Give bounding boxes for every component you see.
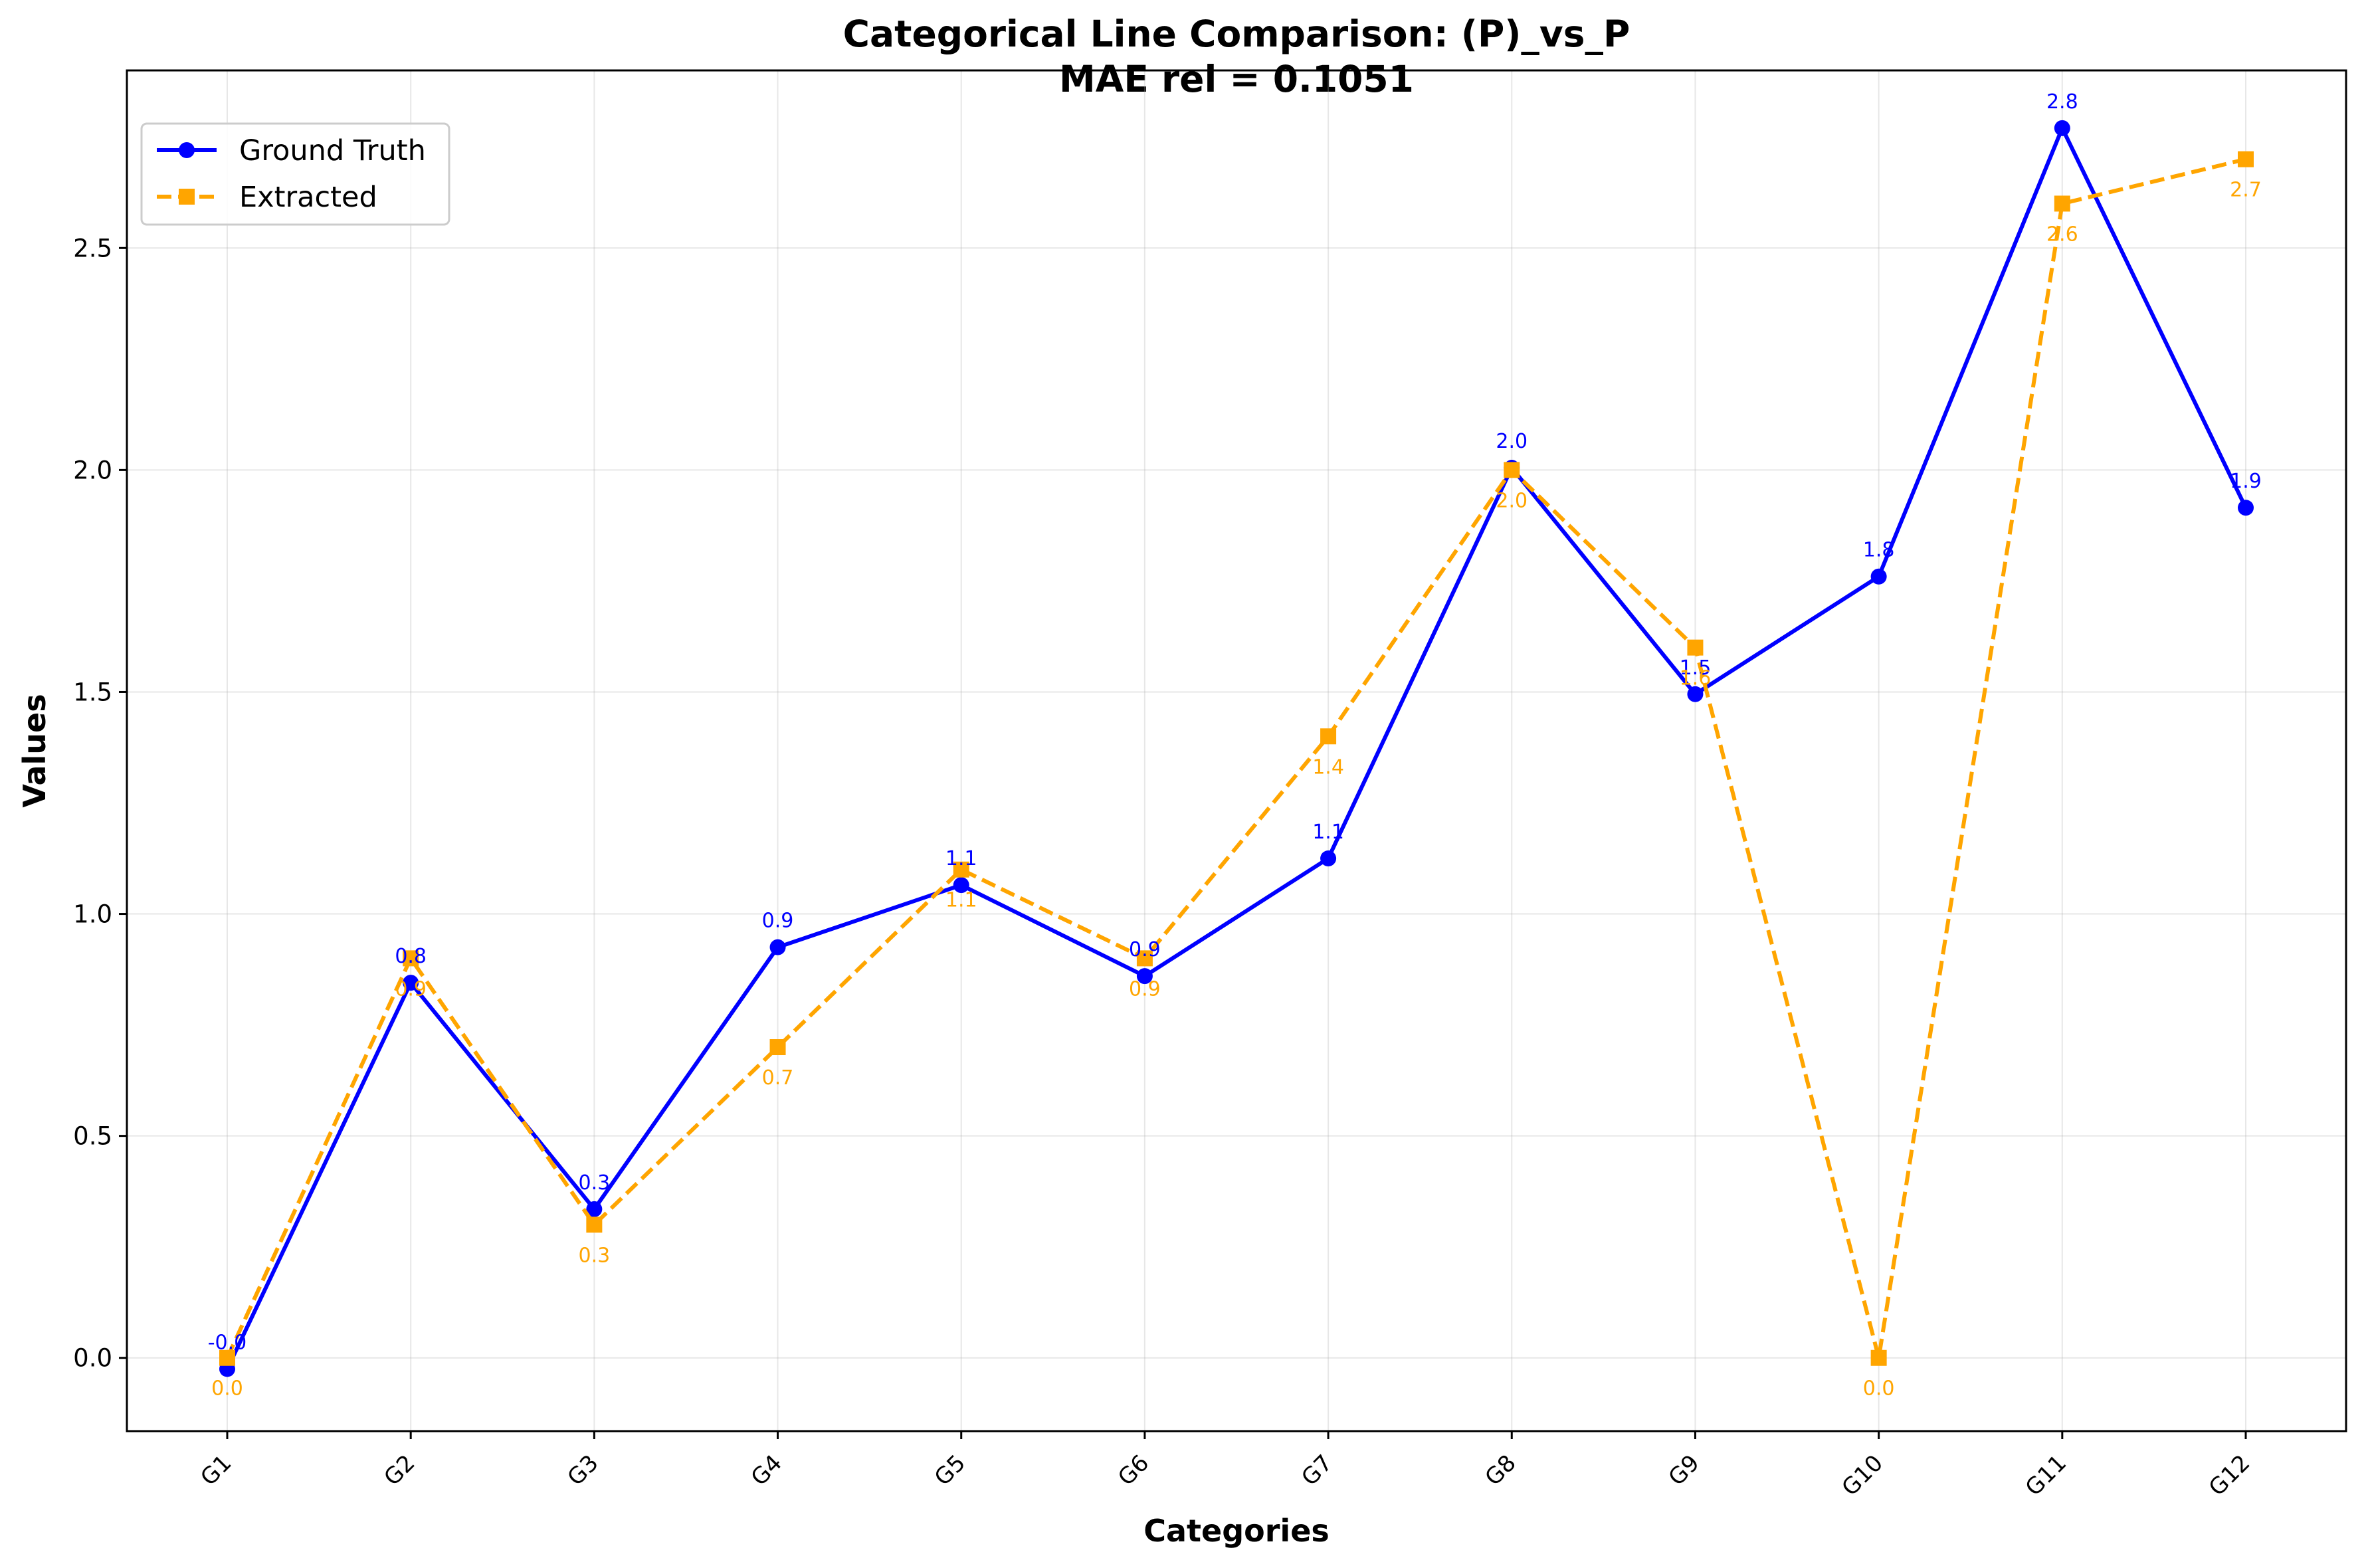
- series-1-data-label: 1.6: [1680, 667, 1712, 690]
- series-0-data-label: 1.9: [2230, 470, 2262, 493]
- y-tick-label: 1.0: [73, 900, 112, 929]
- series-line-0: [225, 126, 2248, 1370]
- series-0-data-label: 0.8: [395, 945, 427, 968]
- y-tick-label: 1.5: [73, 678, 112, 706]
- series-0-data-label: 0.9: [1129, 938, 1161, 961]
- series-0-data-label: -0.0: [208, 1331, 247, 1354]
- series-0-point: [1136, 968, 1153, 985]
- series-1-point: [1504, 462, 1520, 478]
- legend-ground-truth-marker: [179, 142, 195, 158]
- series-0-point: [2054, 120, 2070, 136]
- y-tick-label: 2.0: [73, 456, 112, 484]
- y-axis: 0.0 0.5 1.0 1.5 2.0 2.5: [73, 234, 127, 1373]
- series-0-data-label: 1.1: [945, 847, 977, 870]
- series-1-point: [2054, 195, 2070, 212]
- series-1-data-label: 0.7: [762, 1066, 794, 1090]
- legend: Ground Truth Extracted: [140, 122, 450, 226]
- series-1-data-label: 0.3: [579, 1244, 611, 1267]
- series-0-point: [1320, 850, 1337, 867]
- series-0-data-label: 2.8: [2046, 90, 2078, 114]
- series-1-data-label: 2.7: [2230, 179, 2262, 202]
- series-0-point: [769, 939, 786, 955]
- series-1-point: [2238, 151, 2254, 167]
- series-0-point: [1870, 568, 1887, 585]
- chart-title: Categorical Line Comparison: (P)_vs_P: [843, 13, 1630, 55]
- y-tick-label: 0.0: [73, 1344, 112, 1373]
- chart-subtitle: MAE rel = 0.1051: [1059, 58, 1414, 100]
- series-1-data-label: 2.6: [2046, 223, 2078, 246]
- series-0-point: [586, 1201, 603, 1217]
- series-0-point: [953, 877, 969, 894]
- series-1-data-label: 2.0: [1496, 489, 1528, 512]
- series-1-point: [1136, 950, 1153, 967]
- series-1-data-label: 0.0: [1863, 1377, 1895, 1401]
- series-0-data-label: 2.0: [1496, 430, 1528, 453]
- series-1-point: [219, 1349, 235, 1366]
- y-axis-label: Values: [17, 694, 52, 807]
- series-0-data-label: 0.3: [579, 1171, 611, 1195]
- series-0-data-label: 0.9: [762, 910, 794, 933]
- series-line-1: [225, 157, 2246, 1360]
- y-tick-label: 2.5: [73, 234, 112, 262]
- series-1-data-label: 0.9: [395, 977, 427, 1001]
- series-1-data-label: 0.0: [211, 1377, 243, 1401]
- data-labels: -0.0 0.8 0.3 0.9 1.1 0.9 1.1 2.0 1.5 1.8 2.8 1.9 0.0…: [208, 90, 2262, 1401]
- legend-ground-truth-label: Ground Truth: [239, 134, 426, 167]
- series-1-point: [1687, 639, 1704, 656]
- series-1-data-label: 1.1: [945, 889, 977, 912]
- series-1-point: [769, 1039, 786, 1056]
- series-1-point: [953, 861, 969, 878]
- series-1-data-label: 1.4: [1312, 755, 1344, 779]
- series-0-data-label: 1.1: [1312, 821, 1344, 844]
- grid: [127, 70, 2346, 1431]
- series-1-point: [1320, 728, 1337, 745]
- y-tick-label: 0.5: [73, 1122, 112, 1151]
- series-layer: [219, 120, 2254, 1377]
- series-0-point: [1687, 686, 1704, 702]
- legend-box: [140, 122, 450, 226]
- series-1-data-label: 0.9: [1129, 977, 1161, 1001]
- x-axis-label: Categories: [1143, 1513, 1330, 1549]
- series-1-point: [403, 950, 419, 967]
- series-0-data-label: 1.8: [1863, 539, 1895, 562]
- plot-frame: [126, 69, 2347, 1432]
- series-1-point: [586, 1217, 603, 1233]
- series-0-data-label: 1.5: [1680, 656, 1712, 680]
- legend-extracted-marker: [179, 189, 195, 205]
- series-1-point: [1870, 1349, 1887, 1366]
- series-0-point: [2238, 500, 2254, 516]
- series-0-point: [403, 975, 419, 991]
- legend-extracted-label: Extracted: [239, 181, 377, 214]
